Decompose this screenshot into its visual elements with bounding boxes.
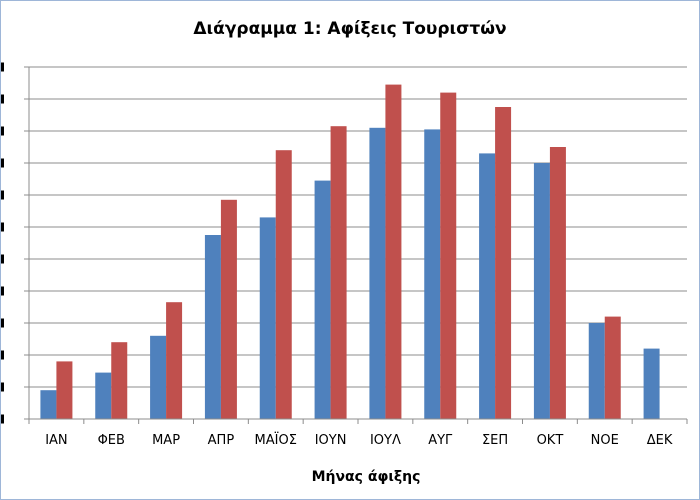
bar-2-3 <box>166 302 183 419</box>
bar-2-8 <box>440 92 457 419</box>
bar-2-11 <box>604 316 621 419</box>
bar-1-4 <box>204 235 221 419</box>
bar-2-2 <box>111 342 128 419</box>
x-tick-label: ΙΑΝ <box>45 433 67 448</box>
bar-1-3 <box>150 335 167 419</box>
x-tick-label: ΟΚΤ <box>537 433 564 448</box>
bar-1-1 <box>40 390 57 419</box>
bar-1-9 <box>479 153 496 419</box>
bar-2-9 <box>495 107 512 419</box>
chart-title: Διάγραμμα 1: Αφίξεις Τουριστών <box>193 19 506 39</box>
bar-1-7 <box>369 127 386 420</box>
bar-2-10 <box>549 147 566 419</box>
tick-labels: ΙΑΝ ΦΕΒ ΜΑΡ ΑΠΡ ΜΑΪΟΣ ΙΟΥΝ ΙΟΥΛ ΑΥΓ ΣΕΠ ΟΚΤ ΝΟΕ ΔΕΚ <box>45 432 673 448</box>
y-tick-label-fragment <box>1 254 4 264</box>
gridlines <box>29 66 687 388</box>
bar-1-12 <box>643 348 660 419</box>
x-tick-label: ΑΥΓ <box>428 433 453 448</box>
x-tick-label: ΙΟΥΝ <box>315 433 347 448</box>
bar-2-7 <box>385 84 402 419</box>
bar-2-1 <box>56 361 73 419</box>
x-tick-label: ΔΕΚ <box>647 433 673 448</box>
y-tick-label-fragment <box>1 62 4 72</box>
bar-1-6 <box>314 180 331 419</box>
x-tick-label: ΝΟΕ <box>591 433 619 448</box>
x-tick-label: ΜΑΪΟΣ <box>255 432 297 448</box>
x-tick-label: ΜΑΡ <box>152 433 180 448</box>
x-tick-label: ΙΟΥΛ <box>370 433 401 448</box>
y-tick-label-fragment <box>1 286 4 296</box>
bar-1-10 <box>533 163 550 419</box>
bar-1-11 <box>588 323 605 419</box>
y-tick-label-fragment <box>1 158 4 168</box>
y-tick-label-fragment <box>1 318 4 328</box>
bar-1-8 <box>424 129 441 419</box>
bar-2-6 <box>330 126 347 419</box>
bar-2-4 <box>220 199 237 419</box>
x-tick-label: ΑΠΡ <box>208 433 235 448</box>
y-tick-label-fragment <box>1 126 4 136</box>
y-tick-label-fragment <box>1 382 4 392</box>
bars <box>40 84 660 420</box>
y-tick-label-fragment <box>1 190 4 200</box>
x-axis-label: Μήνας άφιξης <box>312 469 421 485</box>
axes <box>1 62 688 424</box>
y-tick-label-fragment <box>1 350 4 360</box>
bar-2-5 <box>275 150 292 419</box>
y-tick-label-fragment <box>1 222 4 232</box>
x-tick-label: ΦΕΒ <box>98 433 125 448</box>
y-tick-label-fragment <box>1 414 4 424</box>
bar-1-5 <box>259 217 276 419</box>
x-tick-label: ΣΕΠ <box>482 433 508 448</box>
bar-1-2 <box>95 372 112 419</box>
y-tick-label-fragment <box>1 94 4 104</box>
